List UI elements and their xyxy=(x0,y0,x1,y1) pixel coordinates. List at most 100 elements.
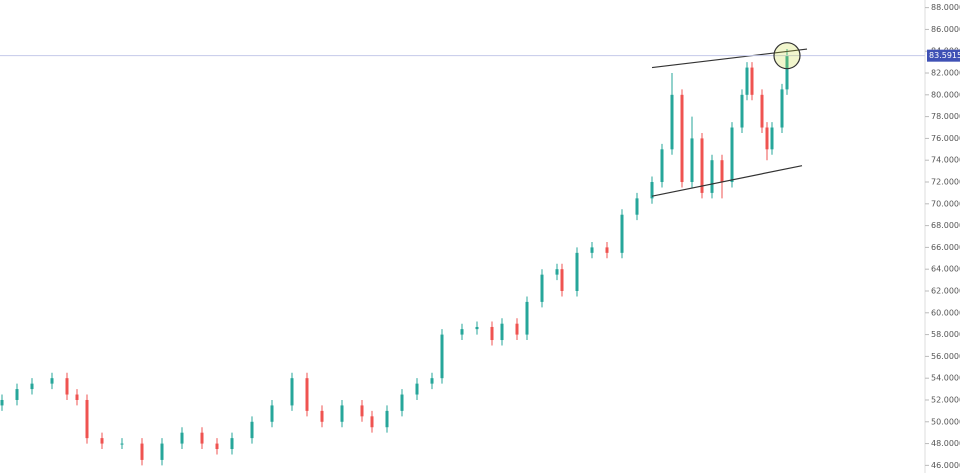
candle-body xyxy=(575,252,579,291)
y-tick-label: 70.0000 xyxy=(931,199,960,208)
candle-body xyxy=(290,378,294,406)
candle xyxy=(370,410,374,433)
candle xyxy=(85,394,89,444)
candle-body xyxy=(160,443,164,460)
candle xyxy=(575,247,579,297)
y-tick-label: 66.0000 xyxy=(931,243,960,252)
y-tick-label: 52.0000 xyxy=(931,395,960,404)
candle xyxy=(680,89,684,188)
price-label-box xyxy=(927,49,960,62)
candle-body xyxy=(340,405,344,422)
candle xyxy=(215,438,219,455)
candle-body xyxy=(760,94,764,128)
candle-body xyxy=(85,399,89,439)
candle xyxy=(385,405,389,433)
candle-body xyxy=(0,399,4,406)
candle xyxy=(660,143,664,188)
candle-body xyxy=(15,389,19,400)
candle-body xyxy=(230,438,234,450)
candle-body xyxy=(515,323,519,335)
candle xyxy=(635,192,639,221)
candle xyxy=(415,378,419,400)
candle xyxy=(340,399,344,428)
candle xyxy=(75,389,79,406)
candle-body xyxy=(400,394,404,411)
candle-body xyxy=(65,378,69,395)
candle xyxy=(460,323,464,341)
candle xyxy=(180,427,184,450)
candle-body xyxy=(415,383,419,395)
candle-body xyxy=(525,301,529,335)
candle xyxy=(200,427,204,450)
candle xyxy=(500,318,504,346)
candle-body xyxy=(765,127,769,150)
candle xyxy=(65,372,69,400)
trendline xyxy=(651,165,803,197)
candle-body xyxy=(560,269,564,291)
candle-body xyxy=(215,443,219,450)
candle-body xyxy=(620,214,624,253)
candle xyxy=(780,83,784,133)
candle-body xyxy=(780,89,784,128)
y-tick-label: 56.0000 xyxy=(931,352,960,361)
candle-body xyxy=(250,421,254,439)
candle-body xyxy=(555,269,559,275)
candle-body xyxy=(730,127,734,183)
candle xyxy=(430,372,434,390)
candle xyxy=(745,62,749,101)
candle-body xyxy=(475,326,479,330)
candle-body xyxy=(660,149,664,183)
candle-body xyxy=(305,378,309,411)
candle-body xyxy=(745,67,749,95)
candle xyxy=(305,372,309,417)
candle xyxy=(555,263,559,281)
candle xyxy=(270,399,274,428)
y-tick-label: 62.0000 xyxy=(931,286,960,295)
candle-body xyxy=(680,94,684,183)
candle xyxy=(700,132,704,199)
candle-body xyxy=(75,394,79,400)
candle-body xyxy=(370,416,374,428)
candle xyxy=(605,241,609,259)
candle xyxy=(290,372,294,411)
candle-body xyxy=(385,410,389,428)
y-tick-label: 68.0000 xyxy=(931,221,960,230)
candle-body xyxy=(770,127,774,150)
candle-body xyxy=(430,378,434,384)
y-tick-label: 76.0000 xyxy=(931,134,960,143)
candle xyxy=(590,241,594,259)
y-tick-label: 80.0000 xyxy=(931,90,960,99)
candle xyxy=(50,372,54,390)
candle xyxy=(360,399,364,422)
candle-body xyxy=(700,138,704,193)
candle-body xyxy=(740,94,744,128)
candle-body xyxy=(785,55,789,90)
candle xyxy=(650,176,654,204)
candle xyxy=(15,383,19,406)
candle xyxy=(400,389,404,417)
candle-body xyxy=(690,138,694,183)
candle-body xyxy=(440,334,444,379)
candle-body xyxy=(720,160,724,183)
candle-body xyxy=(605,247,609,253)
candle xyxy=(250,416,254,444)
candle-body xyxy=(140,443,144,460)
candle xyxy=(670,73,674,155)
candle xyxy=(710,154,714,199)
price-label: 83.5915 xyxy=(929,51,960,60)
y-tick-label: 54.0000 xyxy=(931,374,960,383)
candle xyxy=(440,329,444,384)
candle xyxy=(120,438,124,450)
candle xyxy=(475,321,479,335)
candle xyxy=(100,432,104,450)
candle-body xyxy=(710,160,714,193)
candle-body xyxy=(320,410,324,422)
candle-body xyxy=(460,329,464,335)
candle xyxy=(320,405,324,428)
highlight-circle xyxy=(773,42,801,70)
candle-body xyxy=(540,274,544,302)
candle-body xyxy=(500,323,504,341)
candle xyxy=(620,209,624,259)
candle-body xyxy=(650,182,654,199)
y-tick-label: 64.0000 xyxy=(931,265,960,274)
